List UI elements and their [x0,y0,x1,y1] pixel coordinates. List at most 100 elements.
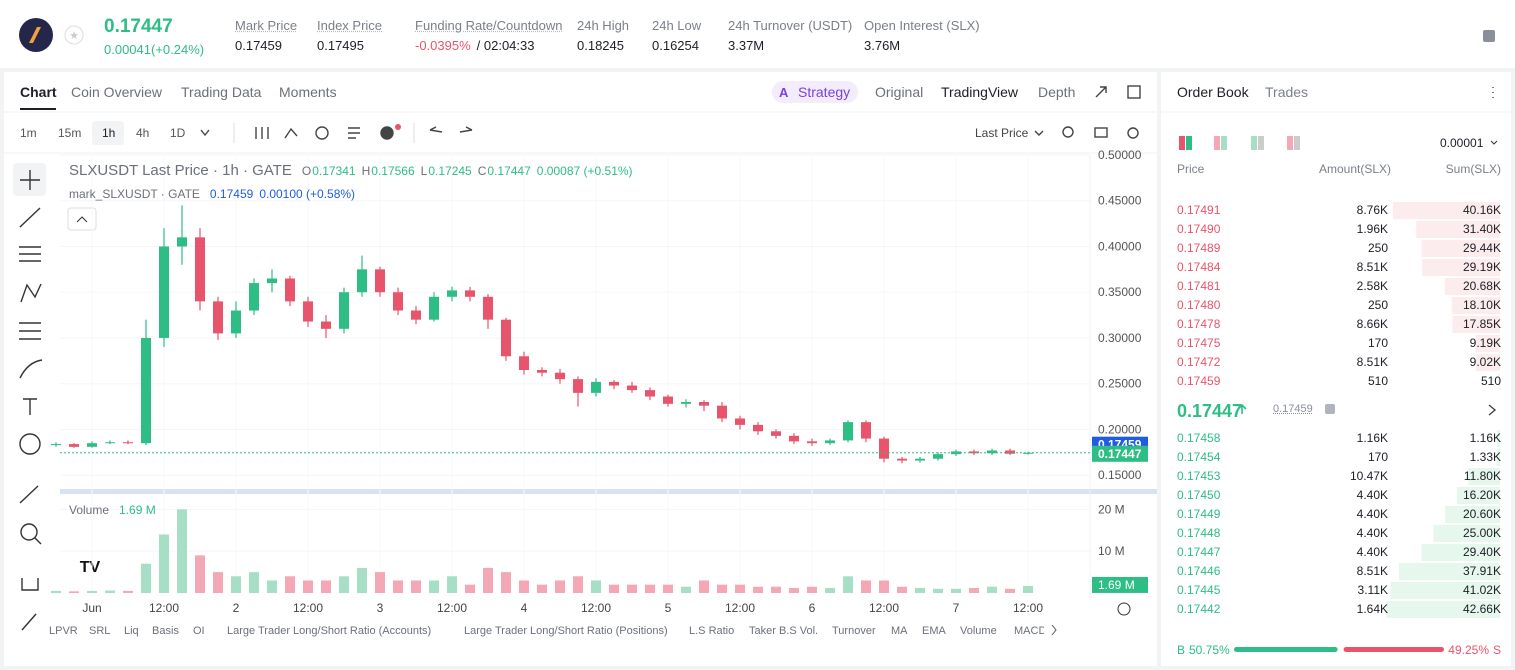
interval[interactable]: 15m [58,126,82,140]
indicator-tab[interactable]: EMA [922,625,946,637]
stat-label: Index Price [317,18,383,33]
indicator-tab[interactable]: OI [193,625,205,637]
indicator-tab[interactable]: Turnover [832,625,876,637]
ob-amount: 4.40K [1357,526,1388,540]
legend-value: 0.17447 [487,164,531,178]
ob-amount: 1.64K [1357,602,1388,616]
indicator-tab[interactable]: LPVR [49,625,78,637]
y-tick-label: 0.45000 [1098,194,1142,208]
x-tick-label: 12:00 [293,601,323,615]
ob-tab[interactable]: Trades [1265,84,1309,100]
indicator-tab[interactable]: Volume [960,625,997,637]
volume-bar [627,584,637,593]
candle-body [861,422,871,439]
volume-bar [465,584,475,593]
candle-body [249,283,259,311]
chart-tab-active[interactable]: Chart [20,84,57,100]
volume-bar [303,580,313,593]
legend-key: O [302,164,311,178]
chart-tab[interactable]: Coin Overview [71,84,163,100]
precision-arrow[interactable] [1490,140,1498,145]
favorite-star[interactable]: ★ [69,30,79,42]
x-tick-label: 12:00 [437,601,467,615]
indicator-tab[interactable]: Liq [124,625,139,637]
volume-bar [69,591,79,593]
x-tick-label: 12:00 [149,601,179,615]
notification-dot [395,124,401,130]
chart-tab[interactable]: Trading Data [181,84,262,100]
ob-amount: 2.58K [1357,279,1388,293]
depth-bar [1421,240,1500,257]
ob-price: 0.17478 [1177,317,1221,331]
y-tick-label: 0.40000 [1098,239,1142,253]
indicator-tab[interactable]: MACD [1014,625,1044,637]
x-tick-label: 12:00 [725,601,755,615]
stat-extra: / 02:04:33 [476,38,535,53]
legend-key: L [421,164,428,178]
view-tab[interactable]: Strategy [798,84,851,100]
ob-price: 0.17453 [1177,469,1221,483]
settings-icon[interactable] [1117,602,1131,616]
chart-tab[interactable]: Moments [279,84,337,100]
volume-bar [699,580,709,593]
interval-active-bg [92,121,124,145]
indicator-tab[interactable]: MA [891,625,908,637]
scroll-arrow[interactable] [1051,624,1057,636]
volume-bar [789,587,799,593]
candle-body [465,290,475,297]
indicator-tab[interactable]: Large Trader Long/Short Ratio (Accounts) [227,625,432,637]
legend-value: 0.17341 [312,164,356,178]
ob-price: 0.17484 [1177,260,1221,274]
candle-body [501,319,511,357]
volume-bar [987,586,997,593]
candle-body [339,292,349,329]
collapse-icon[interactable] [76,216,88,223]
stat-label: Funding Rate/Countdown [415,18,563,33]
ob-amount: 4.40K [1357,507,1388,521]
header-icon[interactable] [1483,30,1495,42]
ob-amount: 250 [1368,241,1388,255]
toolbar-icons[interactable] [200,85,1497,416]
candle-body [681,402,691,404]
ob-sum: 20.68K [1463,279,1501,293]
view-tab[interactable]: Depth [1038,84,1076,100]
volume-bar [933,588,943,593]
candle-body [303,301,313,322]
volume-bar [213,572,223,593]
indicator-tab[interactable]: Taker B.S Vol. [749,625,819,637]
depth-mode-icons[interactable] [1179,136,1300,150]
depth-bar [1386,601,1500,618]
interval[interactable]: 1h [102,126,116,140]
precision[interactable]: 0.00001 [1440,136,1484,150]
ob-mark-price: 0.17459 [1273,403,1313,415]
price-type[interactable]: Last Price [975,126,1029,140]
indicator-tab[interactable]: Large Trader Long/Short Ratio (Positions… [464,625,668,637]
view-tab[interactable]: Original [875,84,924,100]
indicator-tab[interactable]: SRL [89,625,111,637]
tv-logo-bg [72,551,108,583]
ob-price: 0.17472 [1177,355,1221,369]
depth-bar [1498,373,1500,390]
indicator-tab[interactable]: L.S Ratio [689,625,735,637]
candle-body [933,454,943,459]
candle-body [735,418,745,425]
favorite-icon[interactable] [64,25,84,45]
strategy-bg [772,81,858,103]
ob-amount: 3.11K [1358,583,1388,597]
stat-label: Mark Price [235,18,298,33]
collapse-button[interactable] [67,207,97,231]
interval[interactable]: 1D [170,126,186,140]
ob-mid-price: 0.17447 [1177,401,1243,421]
ob-tab-active[interactable]: Order Book [1177,84,1249,100]
interval[interactable]: 1m [20,126,37,140]
depth-bar [1422,259,1500,276]
volume-bar [681,586,691,593]
view-tab[interactable]: TradingView [941,84,1019,100]
candle-body [663,396,673,404]
interval[interactable]: 4h [136,126,150,140]
candle-body [627,385,637,391]
indicator-tab[interactable]: Basis [152,625,179,637]
drawing-tools[interactable] [19,170,43,631]
volume-current: 1.69 M [119,503,156,517]
volume-bar [285,576,295,593]
